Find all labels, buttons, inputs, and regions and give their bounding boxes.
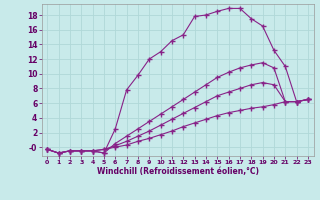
X-axis label: Windchill (Refroidissement éolien,°C): Windchill (Refroidissement éolien,°C) <box>97 167 259 176</box>
